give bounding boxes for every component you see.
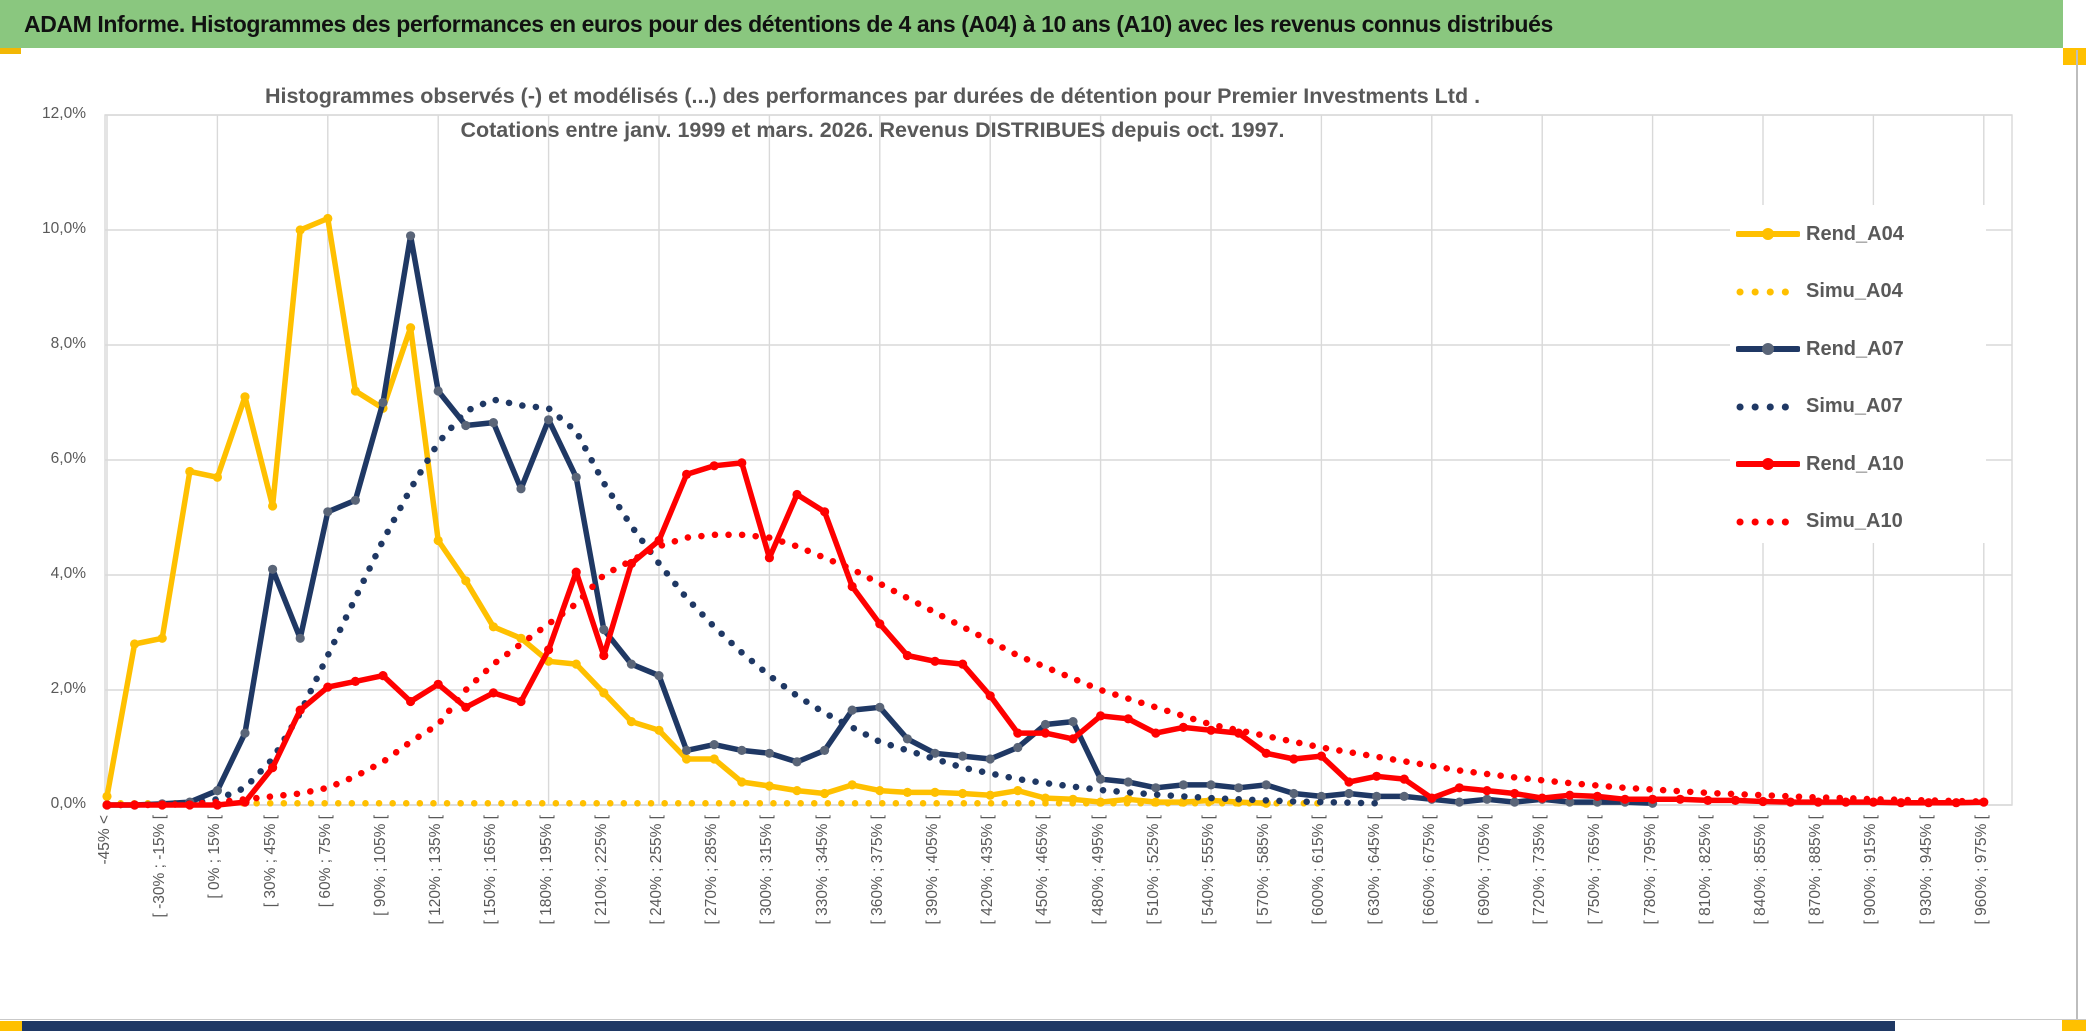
x-tick-label: [ 570% ; 585% [ [1255,815,1273,925]
x-tick-label: [ 870% ; 885% [ [1807,815,1825,925]
legend-dotted-line-icon [1736,403,1800,410]
legend-item-rend_a07: Rend_A07 [1736,326,1904,372]
y-tick-label: 4,0% [50,565,86,582]
x-tick-label: [ 660% ; 675% [ [1420,815,1438,925]
x-tick-label: [ 0% ; 15% [ [206,815,224,899]
footer-bar [22,1021,1895,1031]
footer-accent-left [0,1021,22,1031]
y-tick-label: 6,0% [50,450,86,467]
y-tick-label: 10,0% [42,220,86,237]
legend-label: Rend_A04 [1806,222,1904,245]
legend-dotted-line-icon [1736,518,1800,525]
x-tick-label: [ 630% ; 645% [ [1365,815,1383,925]
legend-label: Rend_A10 [1806,452,1904,475]
legend-label: Rend_A07 [1806,337,1904,360]
x-tick-label: -45% < [96,815,113,865]
legend-solid-line-icon [1736,343,1800,355]
x-tick-label: [ 60% ; 75% [ [316,815,334,908]
x-tick-label: [ 600% ; 615% [ [1310,815,1328,925]
x-tick-label: [ -30% ; -15% [ [151,815,169,918]
page-bottom-divider [0,1019,2086,1020]
x-tick-label: [ 120% ; 135% [ [427,815,445,925]
legend-solid-line-icon [1736,228,1800,240]
legend-item-simu_a10: Simu_A10 [1736,499,1903,545]
chart-title-line1: Histogrammes observés (-) et modélisés (… [264,84,1481,108]
y-tick-label: 2,0% [50,680,86,697]
chart-legend: Rend_A04 Simu_A04 Rend_A07 Simu_A07 Rend… [1730,205,1986,543]
x-tick-label: [ 840% ; 855% [ [1752,815,1769,925]
header-accent-right [2063,48,2086,65]
legend-item-simu_a07: Simu_A07 [1736,384,1903,430]
legend-item-rend_a10: Rend_A10 [1736,441,1904,487]
legend-solid-line-icon [1736,458,1800,470]
x-tick-label: [ 540% ; 555% [ [1200,815,1217,925]
header-accent-left [0,48,21,54]
footer-accent-right [2062,1020,2086,1031]
legend-label: Simu_A10 [1806,510,1903,532]
legend-dotted-line-icon [1736,288,1800,295]
x-tick-label: [ 180% ; 195% [ [537,815,555,925]
x-tick-label: [ 450% ; 465% [ [1034,815,1052,925]
x-tick-label: [ 330% ; 345% [ [813,815,831,925]
x-tick-label: [ 360% ; 375% [ [868,815,886,925]
x-tick-label: [ 510% ; 525% [ [1144,815,1162,925]
x-tick-label: [ 750% ; 765% [ [1586,815,1604,925]
x-tick-label: [ 300% ; 315% [ [758,815,776,925]
legend-label: Simu_A07 [1806,395,1903,417]
x-tick-label: [ 930% ; 945% [ [1917,815,1935,925]
legend-item-rend_a04: Rend_A04 [1736,211,1904,257]
x-tick-label: [ 390% ; 405% [ [924,815,941,925]
legend-item-simu_a04: Simu_A04 [1736,269,1903,315]
x-tick-label: [ 30% ; 45% [ [261,815,279,908]
x-tick-label: [ 480% ; 495% [ [1089,815,1107,925]
x-tick-label: [ 90% ; 105% [ [372,815,389,916]
y-tick-label: 12,0% [42,105,86,122]
y-tick-label: 0,0% [50,795,86,812]
x-tick-label: [ 960% ; 975% [ [1972,815,1990,925]
x-tick-label: [ 420% ; 435% [ [979,815,997,925]
x-tick-label: [ 690% ; 705% [ [1476,815,1493,925]
x-tick-label: [ 900% ; 915% [ [1862,815,1880,925]
x-tick-label: [ 150% ; 165% [ [482,815,500,925]
chart-title-line2: Cotations entre janv. 1999 et mars. 2026… [460,118,1285,142]
x-tick-label: [ 720% ; 735% [ [1531,815,1549,925]
x-tick-label: [ 780% ; 795% [ [1641,815,1659,925]
page-header: ADAM Informe. Histogrammes des performan… [0,0,2063,48]
page-title: ADAM Informe. Histogrammes des performan… [24,10,1553,37]
x-tick-label: [ 270% ; 285% [ [703,815,721,925]
y-tick-label: 8,0% [50,335,86,352]
x-tick-label: [ 210% ; 225% [ [592,815,610,925]
legend-label: Simu_A04 [1806,280,1903,302]
page-right-border [2076,50,2078,1031]
x-tick-label: [ 810% ; 825% [ [1696,815,1714,925]
x-tick-label: [ 240% ; 255% [ [648,815,665,925]
